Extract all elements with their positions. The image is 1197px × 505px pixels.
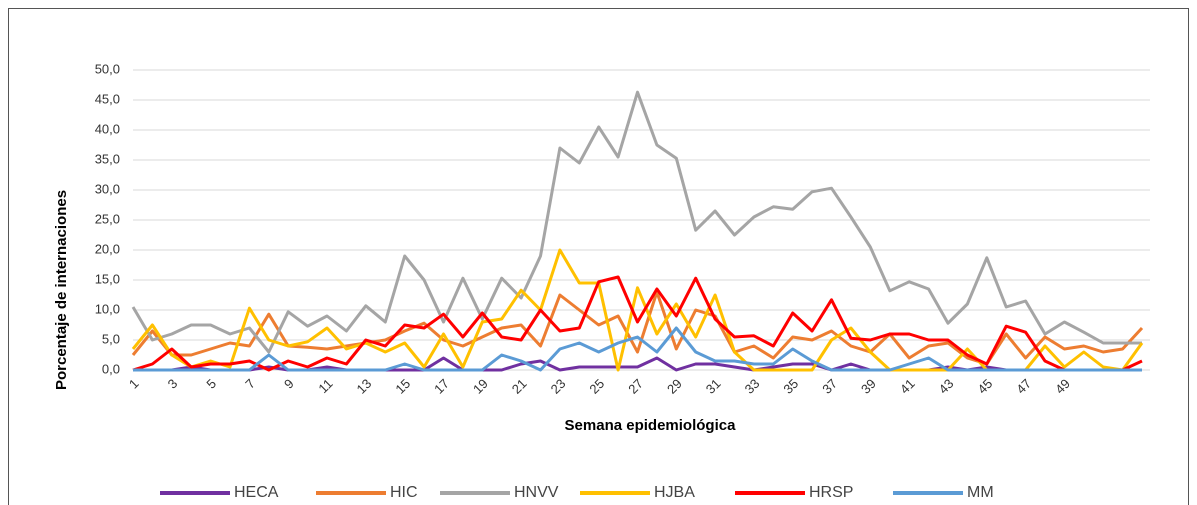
y-axis-title: Porcentaje de internaciones: [53, 190, 70, 390]
chart-frame: [8, 8, 1189, 505]
series-line: [131, 290, 1144, 366]
y-tick-label: 25,0: [95, 211, 120, 226]
legend-label: HNVV: [514, 484, 559, 501]
y-tick-label: 35,0: [95, 151, 120, 166]
y-tick-label: 40,0: [95, 121, 120, 136]
series-line: [132, 275, 1143, 372]
y-tick-label: 0,0: [102, 361, 120, 376]
x-axis-title: Semana epidemiológica: [565, 417, 737, 434]
legend-label: HJBA: [654, 484, 695, 501]
legend-label: MM: [967, 484, 994, 501]
y-tick-label: 5,0: [102, 331, 120, 346]
y-tick-label: 45,0: [95, 91, 120, 106]
y-tick-label: 10,0: [95, 301, 120, 316]
series-line: [131, 90, 1142, 354]
legend-label: HIC: [390, 484, 418, 501]
y-tick-label: 15,0: [95, 271, 120, 286]
legend-label: HRSP: [809, 484, 853, 501]
y-tick-label: 20,0: [95, 241, 120, 256]
y-tick-label: 30,0: [95, 181, 120, 196]
y-tick-label: 50,0: [95, 61, 120, 76]
series-line: [133, 326, 1142, 372]
series-line: [131, 248, 1144, 372]
legend-label: HECA: [234, 484, 279, 501]
